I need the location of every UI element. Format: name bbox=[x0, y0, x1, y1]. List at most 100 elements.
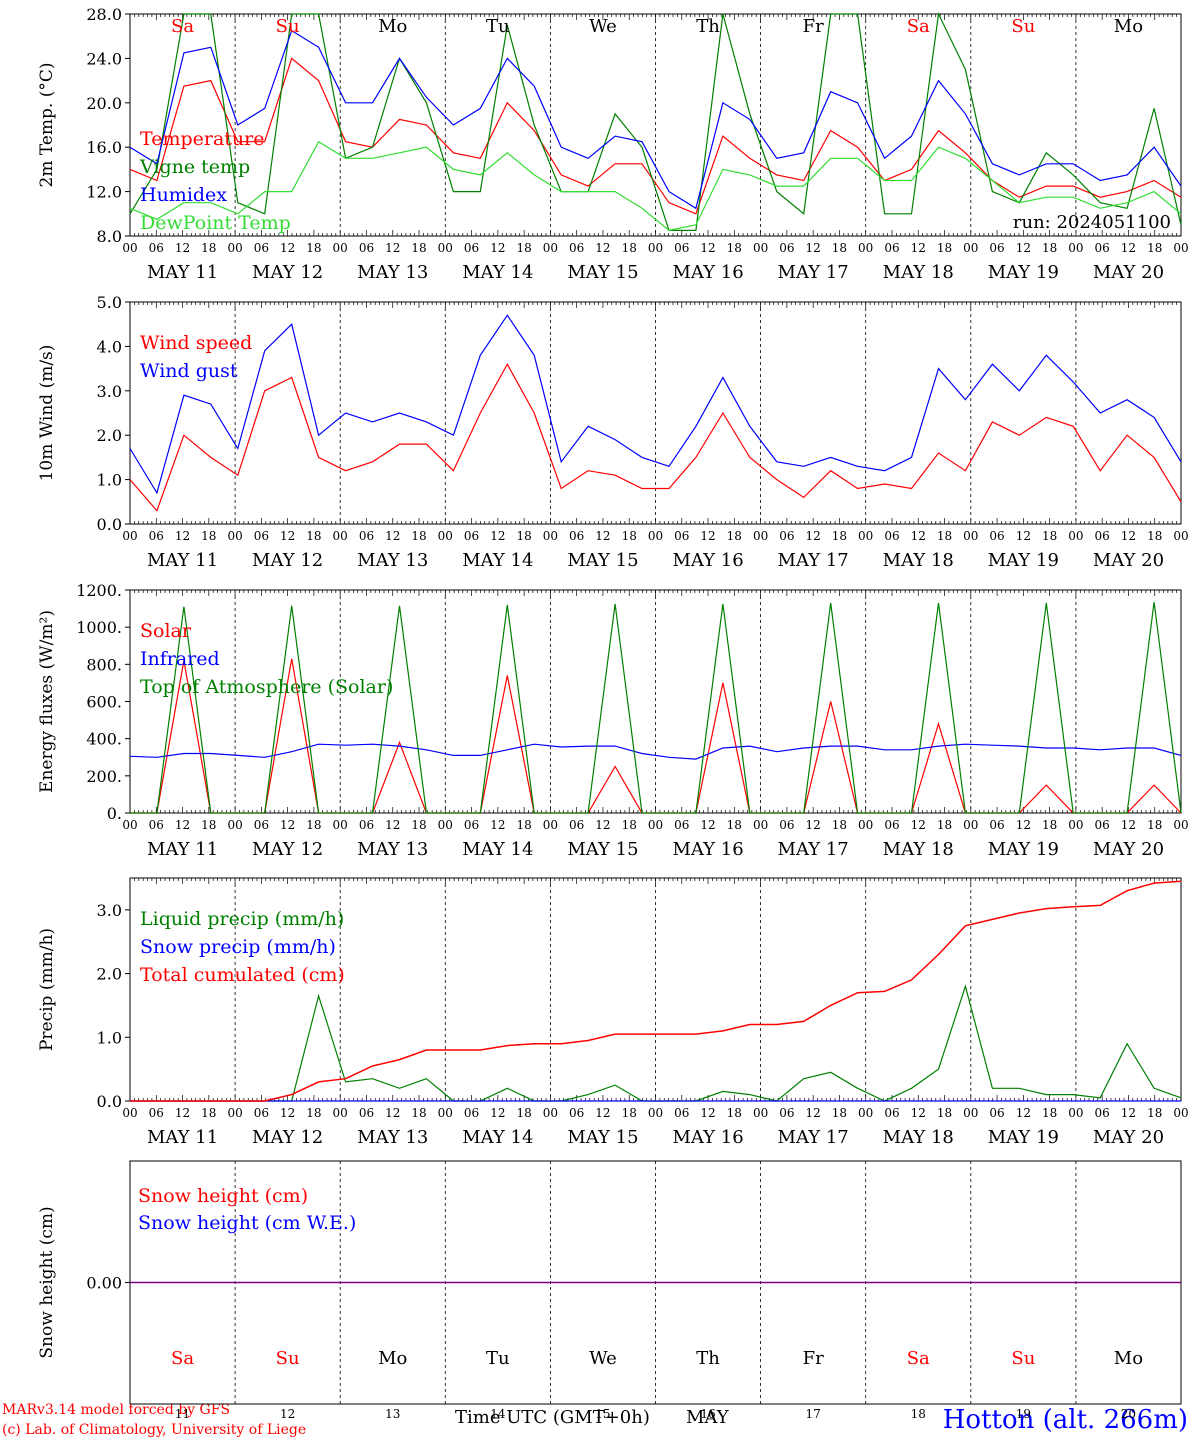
hour-tick-label: 18 bbox=[1147, 241, 1162, 255]
hour-tick-label: 18 bbox=[516, 241, 531, 255]
date-label: MAY 12 bbox=[252, 262, 323, 283]
date-label: MAY 19 bbox=[988, 1127, 1059, 1148]
y-axis-title: Energy fluxes (W/m²) bbox=[37, 610, 57, 793]
hour-tick-label: 12 bbox=[1016, 818, 1031, 832]
day-number-label: 15 bbox=[595, 1407, 610, 1421]
hour-tick-label: 00 bbox=[543, 529, 558, 543]
day-of-week-label: Sa bbox=[907, 1348, 930, 1369]
day-of-week-label: Fr bbox=[803, 16, 824, 37]
hour-tick-label: 00 bbox=[438, 529, 453, 543]
hour-tick-label: 06 bbox=[464, 529, 479, 543]
date-label: MAY 17 bbox=[778, 262, 849, 283]
y-tick-label: 2.0 bbox=[97, 426, 122, 445]
hour-tick-label: 18 bbox=[411, 1106, 426, 1120]
y-tick-label: 200. bbox=[86, 767, 122, 786]
day-of-week-label: Su bbox=[1011, 16, 1035, 37]
series-line-dewpoint-temp bbox=[129, 140, 1182, 232]
hour-tick-label: 12 bbox=[1016, 241, 1031, 255]
series-line-vigne-temp bbox=[129, 11, 1182, 231]
hour-tick-label: 06 bbox=[989, 241, 1004, 255]
date-label: MAY 12 bbox=[252, 839, 323, 860]
y-tick-label: 0. bbox=[107, 804, 122, 823]
date-label: MAY 14 bbox=[462, 1127, 533, 1148]
hour-tick-label: 06 bbox=[674, 241, 689, 255]
hour-tick-label: 18 bbox=[622, 1106, 637, 1120]
y-tick-label: 16.0 bbox=[86, 138, 122, 157]
hour-tick-label: 18 bbox=[832, 818, 847, 832]
y-tick-label: 4.0 bbox=[97, 337, 122, 356]
hour-tick-label: 00 bbox=[543, 818, 558, 832]
hour-tick-label: 12 bbox=[595, 818, 610, 832]
day-number-label: 18 bbox=[911, 1407, 926, 1421]
hour-tick-label: 06 bbox=[989, 818, 1004, 832]
hour-tick-label: 18 bbox=[832, 241, 847, 255]
hour-tick-label: 00 bbox=[963, 1106, 978, 1120]
date-label: MAY 16 bbox=[672, 550, 743, 571]
hour-tick-label: 18 bbox=[1042, 818, 1057, 832]
date-label: MAY 18 bbox=[883, 839, 954, 860]
hour-tick-label: 00 bbox=[858, 241, 873, 255]
hour-tick-label: 18 bbox=[727, 241, 742, 255]
hour-tick-label: 18 bbox=[306, 1106, 321, 1120]
hour-tick-label: 12 bbox=[595, 1106, 610, 1120]
hour-tick-label: 12 bbox=[1016, 529, 1031, 543]
hour-tick-label: 06 bbox=[1095, 529, 1110, 543]
hour-tick-label: 06 bbox=[779, 241, 794, 255]
hour-tick-label: 18 bbox=[1147, 1106, 1162, 1120]
legend-entry: Snow height (cm W.E.) bbox=[138, 1212, 356, 1234]
hour-tick-label: 06 bbox=[569, 529, 584, 543]
hour-tick-label: 06 bbox=[254, 529, 269, 543]
hour-tick-label: 00 bbox=[227, 529, 242, 543]
hour-tick-label: 18 bbox=[516, 1106, 531, 1120]
hour-tick-label: 12 bbox=[175, 818, 190, 832]
hour-tick-label: 00 bbox=[333, 1106, 348, 1120]
date-label: MAY 13 bbox=[357, 262, 428, 283]
hour-tick-label: 18 bbox=[306, 818, 321, 832]
y-tick-label: 600. bbox=[86, 693, 122, 712]
station-name: Hotton (alt. 266m) bbox=[943, 1405, 1188, 1435]
legend-entry: Vigne temp bbox=[139, 156, 250, 178]
hour-tick-label: 06 bbox=[254, 241, 269, 255]
hour-tick-label: 18 bbox=[201, 818, 216, 832]
hour-tick-label: 18 bbox=[516, 818, 531, 832]
day-number-label: 14 bbox=[490, 1407, 506, 1421]
date-label: MAY 14 bbox=[462, 262, 533, 283]
hour-tick-label: 00 bbox=[648, 241, 663, 255]
hour-tick-label: 00 bbox=[858, 1106, 873, 1120]
hour-tick-label: 00 bbox=[1068, 241, 1083, 255]
hour-tick-label: 00 bbox=[858, 818, 873, 832]
legend-entry: Infrared bbox=[140, 648, 220, 670]
footer-model-line: MARv3.14 model forced by GFS bbox=[2, 1402, 230, 1418]
hour-tick-label: 00 bbox=[227, 241, 242, 255]
hour-tick-label: 06 bbox=[569, 1106, 584, 1120]
hour-tick-label: 00 bbox=[1173, 241, 1188, 255]
date-label: MAY 11 bbox=[147, 839, 218, 860]
date-label: MAY 14 bbox=[462, 550, 533, 571]
hour-tick-label: 18 bbox=[622, 818, 637, 832]
y-tick-label: 1.0 bbox=[97, 1028, 122, 1047]
hour-tick-label: 00 bbox=[753, 1106, 768, 1120]
date-label: MAY 13 bbox=[357, 1127, 428, 1148]
date-label: MAY 18 bbox=[883, 262, 954, 283]
hour-tick-label: 12 bbox=[595, 241, 610, 255]
day-of-week-label: Sa bbox=[171, 1348, 194, 1369]
hour-tick-label: 18 bbox=[622, 241, 637, 255]
date-label: MAY 19 bbox=[988, 262, 1059, 283]
hour-tick-label: 00 bbox=[122, 241, 137, 255]
hour-tick-label: 12 bbox=[700, 1106, 715, 1120]
day-of-week-label: Mo bbox=[1114, 1348, 1143, 1369]
hour-tick-label: 00 bbox=[648, 529, 663, 543]
day-of-week-label: Sa bbox=[171, 16, 194, 37]
hour-tick-label: 06 bbox=[674, 1106, 689, 1120]
legend-entry: Solar bbox=[140, 620, 192, 642]
legend-entry: Top of Atmosphere (Solar) bbox=[140, 676, 393, 698]
y-axis-title: Snow height (cm) bbox=[37, 1206, 57, 1358]
hour-tick-label: 00 bbox=[438, 1106, 453, 1120]
day-of-week-label: We bbox=[589, 1348, 617, 1369]
hour-tick-label: 12 bbox=[175, 1106, 190, 1120]
hour-tick-label: 12 bbox=[280, 1106, 295, 1120]
hour-tick-label: 00 bbox=[543, 241, 558, 255]
date-label: MAY 15 bbox=[567, 839, 638, 860]
y-tick-label: 2.0 bbox=[97, 965, 122, 984]
